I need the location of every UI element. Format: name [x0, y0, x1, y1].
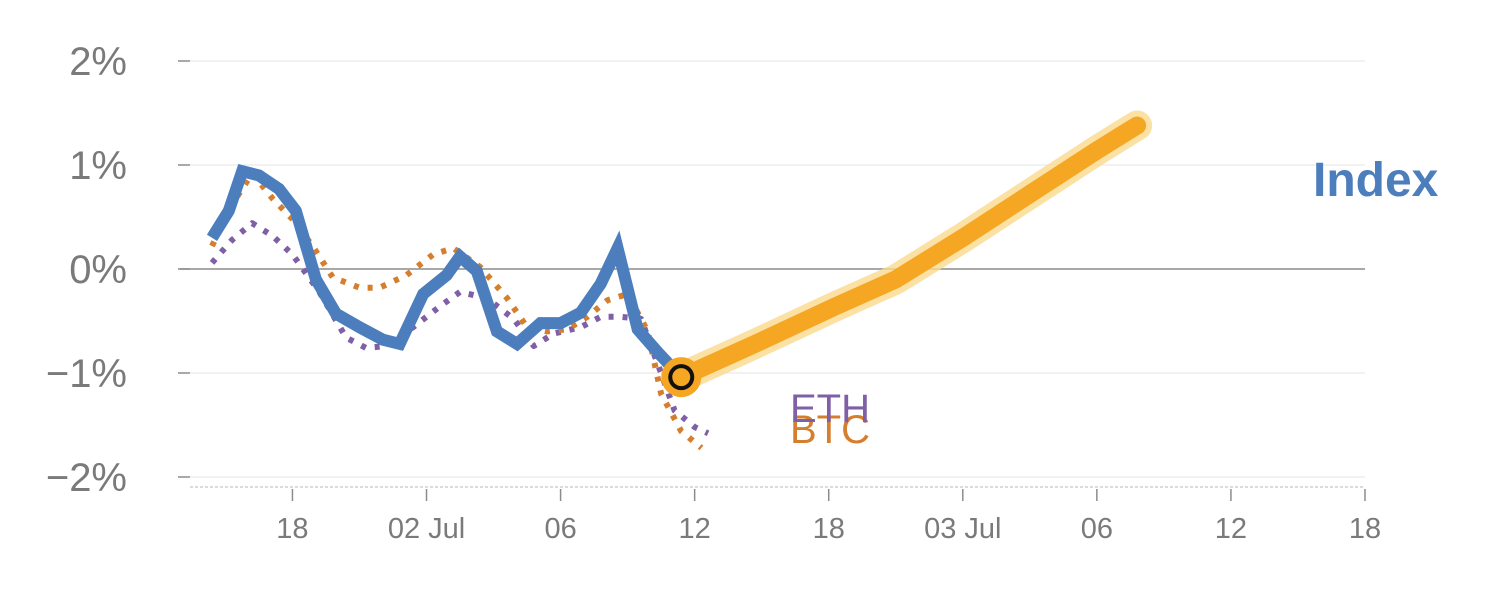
series-line-index [206, 164, 686, 382]
series-line-projection [672, 116, 1147, 387]
y-tick-label: 1% [69, 144, 127, 188]
x-tick-label: 06 [544, 513, 576, 545]
x-tick-label: 12 [679, 513, 711, 545]
x-tick-label: 18 [813, 513, 845, 545]
x-tick-label: 18 [276, 513, 308, 545]
x-tick-label: 03 Jul [924, 513, 1001, 545]
grid-lines [180, 60, 1365, 478]
x-tick-label: 12 [1215, 513, 1247, 545]
series-label-eth: ETH [790, 387, 870, 431]
series-label-index: Index [1313, 154, 1439, 207]
y-tick-label: 2% [69, 40, 127, 84]
x-tick-label: 02 Jul [388, 513, 465, 545]
series-lines [206, 110, 1153, 451]
marker-dot [668, 364, 695, 391]
x-tick-label: 18 [1349, 513, 1381, 545]
axes: 2% 1% 0% −1% −2% 18 02 Jul 06 12 18 03 Jul 06 12 18 [46, 40, 1381, 545]
series-label-btc: BTC [790, 408, 870, 452]
y-tick-label: 0% [69, 248, 127, 292]
current-point-marker [661, 357, 702, 398]
series-labels: BTC ETH Index [790, 154, 1439, 452]
y-tick-label: −1% [46, 352, 127, 396]
y-tick-label: −2% [46, 456, 127, 500]
x-tick-label: 06 [1081, 513, 1113, 545]
